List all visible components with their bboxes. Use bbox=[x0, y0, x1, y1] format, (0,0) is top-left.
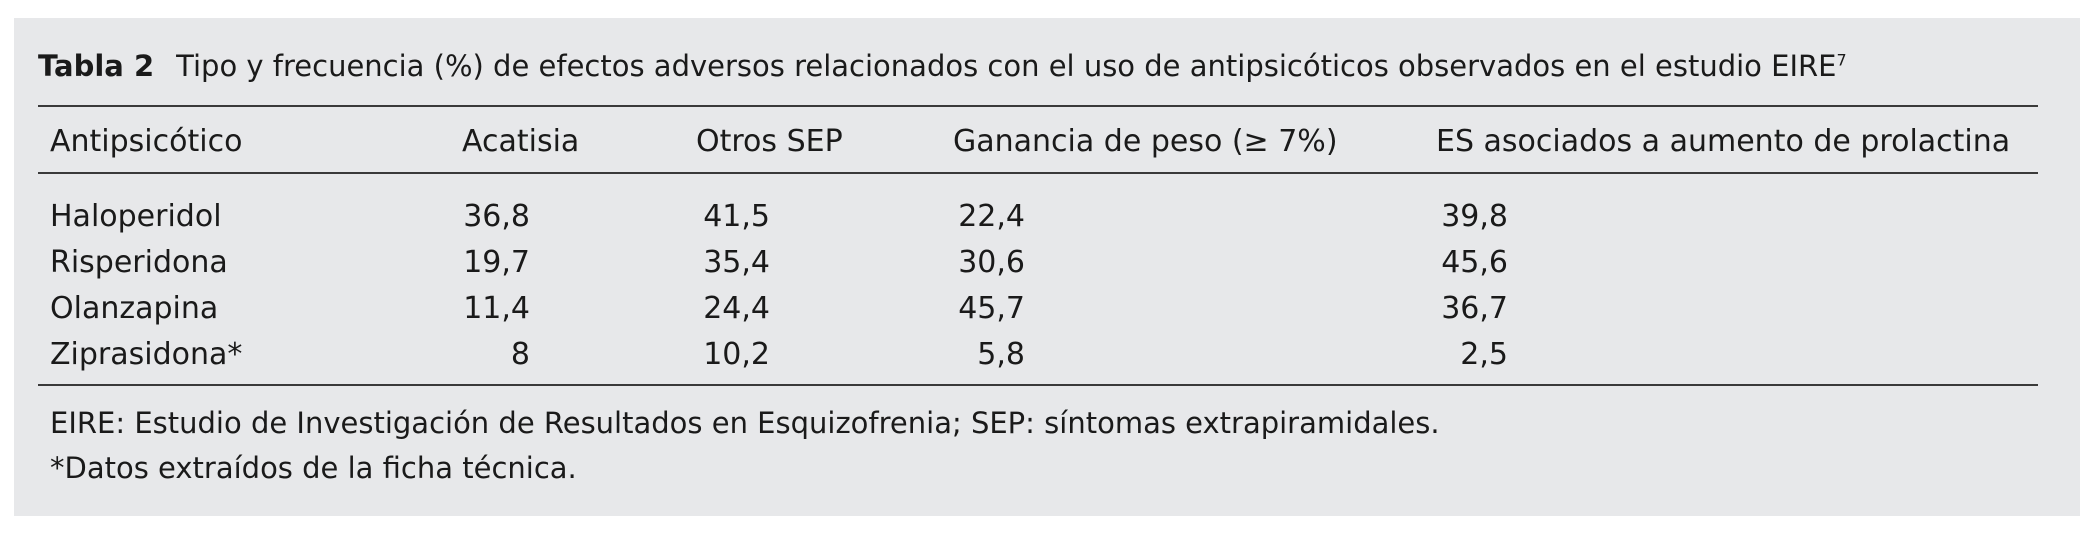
row-label-olanzapina: Olanzapina bbox=[50, 291, 219, 326]
table-cell: 36,8 bbox=[463, 199, 530, 234]
table-cell: 11,4 bbox=[463, 291, 530, 326]
table-cell: 2,5 bbox=[1460, 337, 1508, 372]
table-cell: 45,6 bbox=[1441, 245, 1508, 280]
column-header-otros-sep: Otros SEP bbox=[696, 124, 843, 159]
column-header-antipsicotico: Antipsicótico bbox=[50, 124, 243, 159]
column-header-prolactina: ES asociados a aumento de prolactina bbox=[1436, 124, 2011, 159]
table-cell: 10,2 bbox=[703, 337, 770, 372]
table-cell: 39,8 bbox=[1441, 199, 1508, 234]
table-cell: 35,4 bbox=[703, 245, 770, 280]
table-label: Tabla 2 bbox=[38, 49, 155, 83]
table-cell: 45,7 bbox=[958, 291, 1025, 326]
top-rule bbox=[38, 105, 2038, 107]
row-label-risperidona: Risperidona bbox=[50, 245, 228, 280]
column-header-ganancia-peso: Ganancia de peso (≥ 7%) bbox=[953, 124, 1338, 159]
table-cell: 8 bbox=[510, 337, 530, 372]
row-label-ziprasidona: Ziprasidona* bbox=[50, 337, 243, 372]
table-cell: 30,6 bbox=[958, 245, 1025, 280]
table-cell: 19,7 bbox=[463, 245, 530, 280]
footnote-abbreviations: EIRE: Estudio de Investigación de Result… bbox=[50, 406, 1440, 440]
table-cell: 41,5 bbox=[703, 199, 770, 234]
header-rule bbox=[38, 172, 2038, 174]
column-header-acatisia: Acatisia bbox=[462, 124, 580, 159]
footnote-source: *Datos extraídos de la ficha técnica. bbox=[50, 451, 577, 485]
table-cell: 22,4 bbox=[958, 199, 1025, 234]
table-cell: 24,4 bbox=[703, 291, 770, 326]
table-title: Tipo y frecuencia (%) de efectos adverso… bbox=[176, 49, 1837, 83]
table-cell: 5,8 bbox=[977, 337, 1025, 372]
table-caption: Tabla 2 Tipo y frecuencia (%) de efectos … bbox=[38, 48, 1847, 84]
row-label-haloperidol: Haloperidol bbox=[50, 199, 222, 234]
reference-superscript: 7 bbox=[1836, 50, 1847, 70]
table-panel bbox=[14, 18, 2080, 516]
bottom-rule bbox=[38, 384, 2038, 386]
table-cell: 36,7 bbox=[1441, 291, 1508, 326]
